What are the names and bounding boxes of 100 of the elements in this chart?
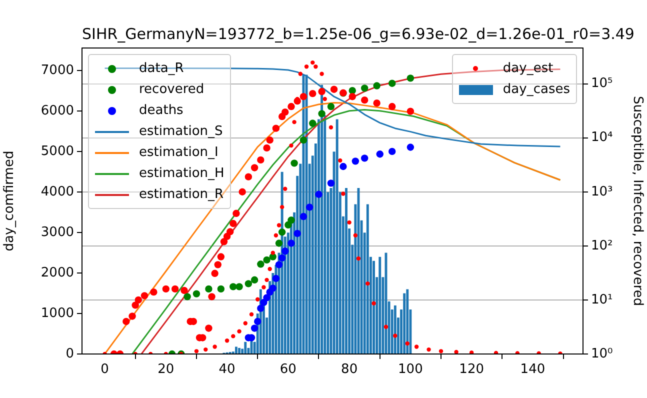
y-tick-label: 0	[66, 346, 74, 362]
point	[132, 302, 139, 309]
x-tick-label: 60	[280, 362, 296, 378]
point	[250, 164, 258, 172]
y2-tick-label: 10²	[591, 238, 613, 254]
point	[272, 124, 280, 132]
chart-title: SIHR_GermanyN=193772_b=1.25e-06_g=6.93e-02_d=1.26e-01_r0=3.49	[82, 25, 634, 43]
bar	[238, 348, 240, 354]
point	[405, 341, 410, 346]
point	[360, 84, 368, 92]
point	[256, 297, 260, 302]
bar	[406, 289, 409, 354]
point	[318, 88, 326, 96]
point	[274, 233, 278, 238]
point	[226, 228, 234, 236]
point	[373, 82, 380, 90]
y-tick-label: 5000	[40, 144, 74, 159]
point	[263, 144, 270, 152]
point	[278, 254, 286, 262]
point	[238, 188, 246, 196]
point	[217, 285, 225, 293]
point	[438, 349, 444, 354]
point	[205, 285, 212, 293]
point	[388, 102, 396, 110]
legend-label: day_est	[502, 61, 554, 76]
point	[356, 256, 361, 261]
point	[243, 321, 248, 326]
point	[298, 72, 303, 76]
y2-tick-label: 10⁴	[591, 130, 613, 146]
point	[250, 324, 258, 332]
point	[315, 190, 322, 198]
point	[469, 350, 474, 354]
point	[269, 284, 276, 292]
point	[454, 350, 458, 354]
point	[310, 60, 315, 65]
point	[328, 125, 334, 130]
bar	[403, 293, 406, 354]
point	[322, 96, 327, 102]
point	[237, 329, 242, 334]
point	[230, 220, 237, 228]
point	[289, 143, 294, 148]
y2-tick-label: 10⁰	[591, 346, 613, 362]
point	[250, 276, 258, 284]
point	[282, 248, 289, 255]
point	[122, 318, 130, 326]
x-tick-label: 120	[459, 362, 484, 378]
point	[280, 204, 284, 210]
point	[341, 192, 346, 196]
point	[388, 148, 396, 156]
point	[192, 290, 200, 298]
point	[134, 296, 142, 304]
point	[264, 278, 269, 282]
point	[254, 318, 262, 326]
point	[288, 102, 295, 110]
point	[393, 334, 398, 338]
point	[272, 274, 280, 282]
y-tick-label: 7000	[40, 63, 74, 78]
point	[320, 72, 324, 76]
legend-label: estimation_R	[139, 187, 224, 202]
point	[214, 261, 222, 268]
point	[338, 158, 342, 163]
point	[309, 90, 316, 98]
point	[140, 292, 148, 300]
bar	[378, 256, 382, 354]
point	[283, 186, 288, 191]
point	[426, 347, 431, 352]
point	[282, 108, 289, 116]
x-tick-label: 80	[341, 362, 358, 378]
point	[300, 136, 308, 144]
x-tick-label: 0	[100, 362, 109, 378]
point	[217, 253, 225, 260]
y-tick-label: 1000	[40, 306, 74, 321]
point	[304, 64, 309, 69]
y-tick-label: 3000	[40, 224, 74, 240]
point	[360, 154, 368, 162]
x-tick-label: 20	[158, 362, 174, 378]
legend-label: deaths	[139, 103, 184, 118]
point	[347, 220, 352, 225]
bar	[394, 305, 396, 354]
point	[204, 347, 208, 352]
point	[309, 120, 316, 127]
point	[263, 294, 270, 302]
bar	[345, 188, 348, 354]
point	[406, 144, 414, 151]
legend-label: data_R	[139, 61, 184, 76]
point	[208, 293, 216, 300]
point	[406, 74, 414, 82]
point	[270, 250, 275, 255]
point	[330, 86, 338, 93]
point	[220, 238, 228, 246]
point	[414, 344, 419, 349]
point	[288, 240, 295, 247]
y-tick-label: 4000	[40, 184, 74, 200]
point	[327, 180, 335, 187]
point	[348, 86, 356, 94]
y2-tick-label: 10⁵	[591, 76, 613, 92]
legend-label: recovered	[139, 82, 204, 97]
x-tick-label: 100	[398, 362, 423, 378]
point	[275, 240, 283, 247]
legend-label: estimation_I	[139, 145, 218, 160]
